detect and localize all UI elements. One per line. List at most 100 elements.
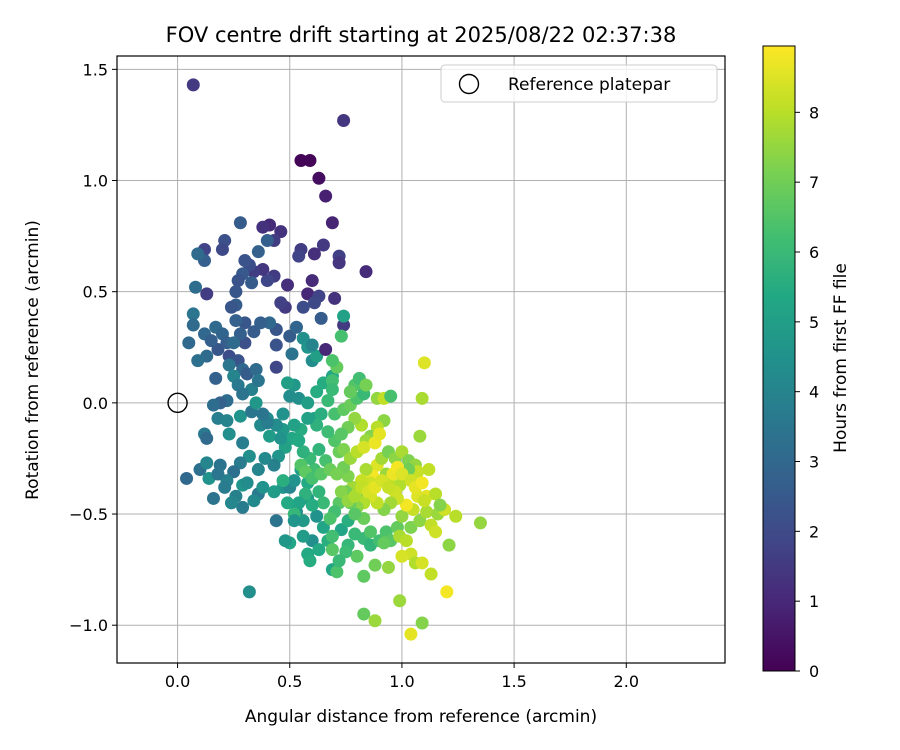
legend-box [440, 64, 718, 103]
data-point [307, 296, 321, 310]
data-point [334, 485, 348, 499]
reference-platepar-marker [167, 392, 188, 414]
data-point [229, 314, 243, 328]
data-point [287, 418, 301, 432]
data-point [247, 325, 261, 339]
data-point [267, 458, 281, 472]
data-point [343, 385, 357, 399]
data-point [301, 396, 315, 410]
data-point [292, 434, 306, 448]
data-point [242, 449, 256, 463]
data-point [310, 509, 324, 523]
data-point [292, 249, 306, 263]
data-point [283, 329, 297, 343]
data-point [325, 529, 339, 543]
data-point [305, 274, 319, 288]
data-point [404, 520, 418, 534]
data-point [249, 363, 263, 377]
data-point [186, 78, 200, 92]
data-point [316, 238, 330, 252]
colorbar: 0 1 2 3 4 5 6 7 8 Hours from first FF file [762, 45, 851, 681]
data-point [429, 525, 443, 539]
colorbar-label: Hours from first FF file [831, 263, 851, 453]
data-point [211, 467, 225, 481]
data-point [229, 285, 243, 299]
data-point [334, 329, 348, 343]
data-point [433, 498, 447, 512]
data-point [429, 487, 443, 501]
data-point [294, 154, 308, 168]
data-point [337, 443, 351, 457]
data-point [292, 496, 306, 510]
data-point [330, 467, 344, 481]
data-point [381, 560, 395, 574]
data-point [337, 318, 351, 332]
data-point [200, 431, 214, 445]
data-point [440, 585, 454, 599]
data-point [303, 154, 317, 168]
data-point [263, 316, 277, 330]
data-point [337, 309, 351, 323]
data-point [307, 247, 321, 261]
data-point [413, 429, 427, 443]
data-point [348, 489, 362, 503]
plot-frame [116, 55, 726, 664]
data-point [298, 487, 312, 501]
data-point [256, 220, 270, 234]
data-point [399, 534, 413, 548]
data-point [415, 476, 429, 490]
data-point [377, 536, 391, 550]
x-tick-label: 0.5 [277, 672, 302, 691]
data-point [359, 378, 373, 392]
data-point [285, 347, 299, 361]
colorbar-tick-label: 2 [809, 522, 819, 541]
data-point [281, 496, 295, 510]
data-point [310, 385, 324, 399]
data-point [233, 327, 247, 341]
data-point [245, 276, 259, 290]
data-point [276, 474, 290, 488]
data-point [274, 431, 288, 445]
data-point [236, 387, 250, 401]
data-point [236, 500, 250, 514]
colorbar-gradient [762, 45, 796, 672]
data-point [240, 476, 254, 490]
data-point [321, 394, 335, 408]
colorbar-tick-label: 6 [809, 243, 819, 262]
data-point [332, 256, 346, 270]
data-point [372, 427, 386, 441]
data-point [359, 265, 373, 279]
data-point [359, 463, 373, 477]
data-point [325, 374, 339, 388]
data-point [227, 336, 241, 350]
data-point [206, 398, 220, 412]
data-point [251, 374, 265, 388]
x-tick-label: 0.0 [165, 672, 190, 691]
x-tick-label: 2.0 [614, 672, 639, 691]
data-point [316, 520, 330, 534]
data-point [303, 554, 317, 568]
data-point [334, 427, 348, 441]
data-point [420, 505, 434, 519]
data-point [404, 627, 418, 641]
data-point [287, 474, 301, 488]
data-point [274, 225, 288, 239]
data-point [310, 349, 324, 363]
data-point [413, 514, 427, 528]
data-point [332, 554, 346, 568]
data-point [395, 445, 409, 459]
data-point [325, 216, 339, 230]
data-point [314, 407, 328, 421]
data-point [211, 342, 225, 356]
data-point [227, 465, 241, 479]
data-point [312, 443, 326, 457]
data-point [399, 498, 413, 512]
data-point [260, 234, 274, 248]
data-point [314, 311, 328, 325]
data-point [254, 316, 268, 330]
data-point [281, 376, 295, 390]
data-point [220, 414, 234, 428]
data-point [267, 485, 281, 499]
data-point [236, 436, 250, 450]
data-point [321, 425, 335, 439]
